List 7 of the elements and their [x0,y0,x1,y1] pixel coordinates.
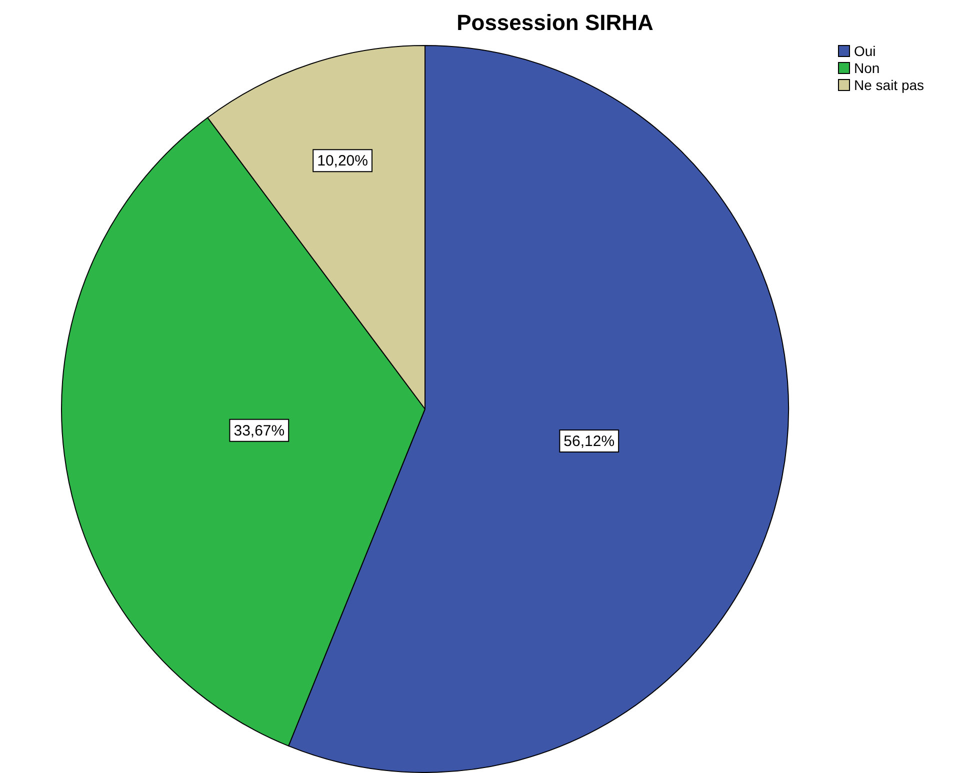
chart-title: Possession SIRHA [456,10,654,36]
legend-label: Oui [854,42,876,58]
legend-label: Non [854,60,880,76]
data-label: 10,20% [317,152,368,170]
legend-label: Ne sait pas [854,76,924,92]
data-label: 56,12% [564,433,615,450]
data-label: 33,67% [234,422,285,440]
